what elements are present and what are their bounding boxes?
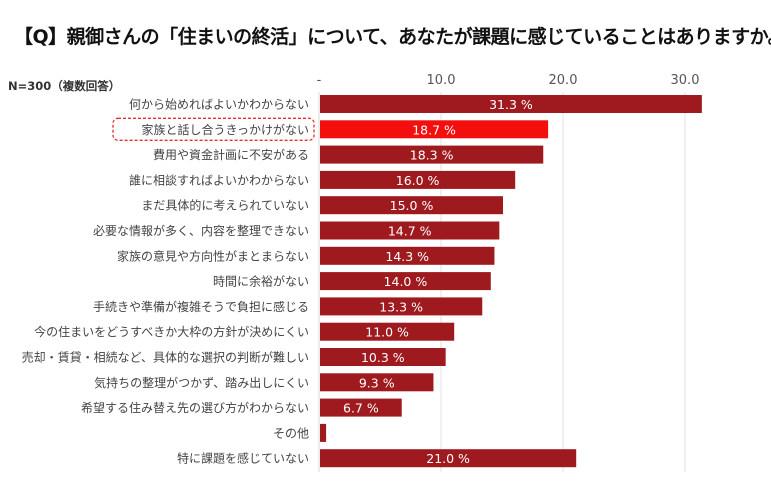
chart-title: 【Q】親御さんの「住まいの終活」について、あなたが課題に感じていることはあります…	[14, 26, 771, 48]
data-label: 18.3 %	[410, 148, 454, 163]
highlight-box	[112, 117, 315, 141]
category-label: その他	[273, 426, 309, 440]
category-label: 手続きや準備が複雑そうで負担に感じる	[93, 299, 309, 314]
bar	[320, 145, 544, 164]
data-label: 31.3 %	[489, 97, 533, 112]
category-label: 家族の意見や方向性がまとまらない	[117, 248, 309, 263]
bar	[320, 272, 491, 291]
data-label: 6.7 %	[343, 401, 379, 416]
data-label: 21.0 %	[426, 451, 470, 466]
category-label: 気持ちの整理がつかず、踏み出しにくい	[94, 375, 309, 390]
category-label: 今の住まいをどうすべきか大枠の方針が決めにくい	[34, 324, 309, 339]
bar	[320, 170, 516, 189]
bar	[320, 246, 495, 265]
bar	[320, 398, 402, 417]
category-label: まだ具体的に考えられていない	[141, 198, 309, 213]
data-label: 14.0 %	[384, 274, 428, 289]
tick-label: 10.0	[427, 73, 456, 88]
category-label: 売却・賃貸・相続など、具体的な選択の判断が難しい	[22, 350, 309, 365]
category-label: 何から始めればよいかわからない	[129, 98, 309, 112]
category-label: 誰に相談すればよいかわからない	[129, 172, 309, 187]
bar	[320, 196, 503, 215]
bar	[320, 297, 483, 316]
category-label: 必要な情報が多く、内容を整理できない	[93, 223, 309, 238]
bar	[320, 449, 577, 468]
sample-note: N=300（複数回答）	[8, 79, 121, 93]
data-label: 14.7 %	[388, 224, 432, 239]
data-label: 9.3 %	[359, 375, 395, 390]
tick-label: 30.0	[671, 73, 700, 88]
tick-label: 20.0	[549, 73, 578, 88]
category-label: 希望する住み替え先の選び方がわからない	[81, 400, 309, 415]
category-label: 時間に余裕がない	[213, 274, 309, 289]
bar	[320, 120, 549, 139]
data-label: 15.0 %	[390, 198, 434, 213]
bar	[320, 373, 434, 392]
data-label: 16.0 %	[396, 173, 440, 188]
bar	[320, 322, 455, 341]
category-label: 特に課題を感じていない	[177, 451, 309, 466]
bar	[320, 95, 702, 113]
data-label: 18.7 %	[412, 122, 456, 137]
bar	[320, 221, 500, 240]
bar	[320, 348, 446, 366]
category-label: 費用や資金計画に不安がある	[153, 147, 309, 162]
data-label: 14.3 %	[385, 249, 429, 264]
tick-label: -	[317, 73, 322, 88]
data-label: 11.0 %	[365, 325, 409, 340]
category-label: 家族と話し合うきっかけがない	[141, 122, 309, 137]
data-label: 13.3 %	[379, 299, 423, 314]
data-label: 10.3 %	[361, 350, 405, 365]
bar	[320, 423, 327, 442]
